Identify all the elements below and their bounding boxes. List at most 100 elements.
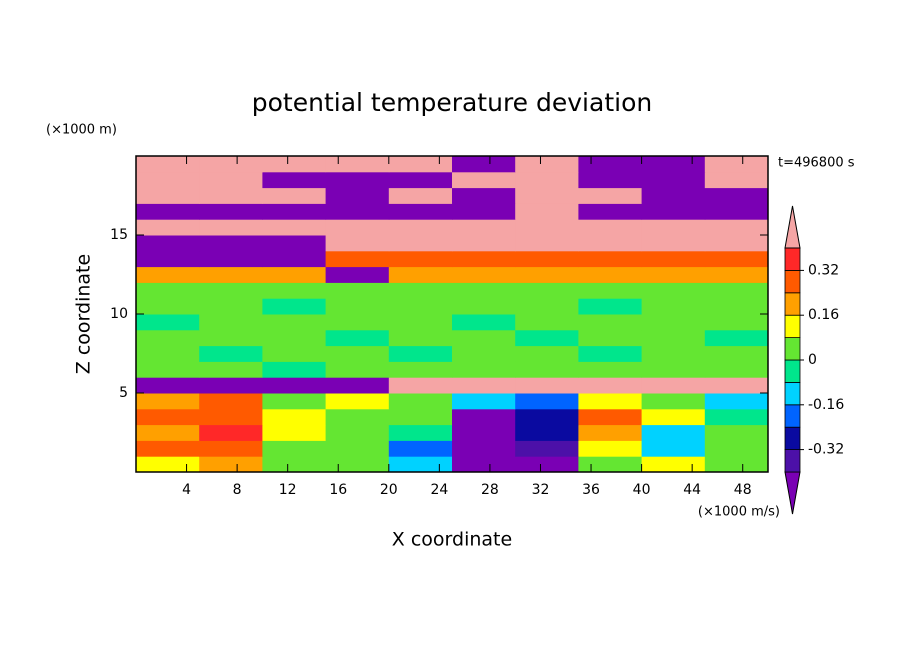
field-cell [325, 282, 390, 299]
field-cell [578, 156, 643, 173]
field-cell [199, 156, 263, 173]
field-cell [515, 219, 579, 236]
field-cell [136, 440, 200, 457]
field-cell [262, 361, 327, 378]
colorbar-band [784, 337, 801, 361]
field-cell [452, 219, 516, 236]
field-cell [515, 156, 579, 173]
field-cell [704, 282, 769, 299]
field-cell [262, 171, 327, 189]
field-cell [325, 329, 390, 347]
field-cell [262, 187, 327, 204]
y-tick-label: 10 [110, 306, 128, 322]
field-cell [452, 156, 516, 173]
field-cell [325, 187, 390, 204]
field-cell [136, 171, 200, 189]
colorbar-tick-label: -0.32 [808, 442, 844, 458]
colorbar-band [784, 292, 801, 316]
field-cell [262, 314, 327, 331]
field-cell [325, 424, 390, 441]
field-cell [641, 345, 706, 362]
x-tick-label: 36 [582, 482, 600, 498]
field-cell [388, 393, 453, 410]
field-cell [325, 219, 390, 236]
field-cell [325, 377, 390, 394]
field-cell [515, 424, 579, 441]
field-cell [641, 266, 706, 283]
field-cell [704, 171, 769, 189]
x-tick-label: 28 [481, 482, 499, 498]
field-cell [388, 377, 453, 394]
field-cell [199, 187, 263, 204]
field-cell [199, 219, 263, 236]
field-cell [325, 266, 390, 283]
field-cell [641, 282, 706, 299]
field-cell [704, 203, 769, 220]
field-cell [199, 456, 263, 473]
field-cell [452, 266, 516, 283]
field-cell [578, 235, 643, 252]
field-cell [452, 314, 516, 331]
field-cell [325, 250, 390, 268]
colorbar-tick-label: 0.16 [808, 307, 839, 323]
field-cell [136, 345, 200, 362]
field-cell [452, 298, 516, 315]
field-cell [515, 250, 579, 268]
field-cell [388, 314, 453, 331]
colorbar-band [784, 404, 801, 428]
field-cell [262, 440, 327, 457]
field-cell [452, 345, 516, 362]
colorbar-extend [784, 205, 801, 249]
field-cell [578, 424, 643, 441]
field-cell [641, 156, 706, 173]
field-cell [578, 408, 643, 426]
field-cell [578, 314, 643, 331]
y-axis-label: Z coordinate [73, 254, 95, 374]
field-cell [388, 345, 453, 362]
field-cell [136, 298, 200, 315]
field-cell [452, 377, 516, 394]
field-cell [199, 171, 263, 189]
field-cell [641, 314, 706, 331]
time-label: t=496800 s [778, 156, 855, 171]
field-cell [199, 314, 263, 331]
field-cell [578, 171, 643, 189]
colorbar-tick-label: 0 [808, 352, 817, 368]
field-cell [262, 156, 327, 173]
field-cell [515, 282, 579, 299]
field-cell [578, 377, 643, 394]
field-cell [578, 298, 643, 315]
field-cell [704, 377, 769, 394]
field-cell [641, 393, 706, 410]
field-cell [388, 203, 453, 220]
field-cell [452, 456, 516, 473]
colorbar-tick-label: 0.32 [808, 262, 839, 278]
field-cell [199, 235, 263, 252]
field-cell [199, 250, 263, 268]
field-cell [388, 361, 453, 378]
colorbar-band [784, 381, 801, 406]
field-cell [515, 187, 579, 204]
field-cell [704, 440, 769, 457]
field-cell [262, 298, 327, 315]
field-cell [641, 250, 706, 268]
field-cell [641, 377, 706, 394]
field-cell [452, 171, 516, 189]
field-cell [262, 250, 327, 268]
colorbar-band [784, 359, 801, 383]
field-cell [641, 408, 706, 426]
field-cell [452, 203, 516, 220]
field-cell [199, 408, 263, 426]
field-cell [325, 171, 390, 189]
field-cell [199, 440, 263, 457]
field-cell [199, 424, 263, 441]
x-unit: (×1000 m/s) [698, 505, 780, 520]
field-cell [578, 219, 643, 236]
field-cell [199, 298, 263, 315]
colorbar-tick-label: -0.16 [808, 397, 844, 413]
field-cell [388, 424, 453, 441]
field-cell [262, 345, 327, 362]
field-cell [136, 329, 200, 347]
field-cell [515, 171, 579, 189]
field-cell [388, 408, 453, 426]
